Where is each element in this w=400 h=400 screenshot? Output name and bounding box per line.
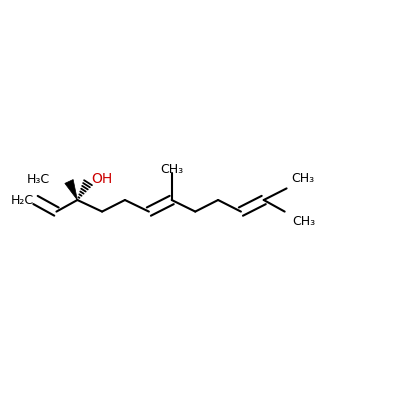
Text: CH₃: CH₃ [160, 163, 183, 176]
Polygon shape [65, 180, 77, 200]
Text: H₃C: H₃C [27, 173, 50, 186]
Text: CH₃: CH₃ [292, 215, 315, 228]
Text: CH₃: CH₃ [291, 172, 314, 184]
Text: OH: OH [91, 172, 112, 186]
Text: H₂C: H₂C [11, 194, 34, 206]
